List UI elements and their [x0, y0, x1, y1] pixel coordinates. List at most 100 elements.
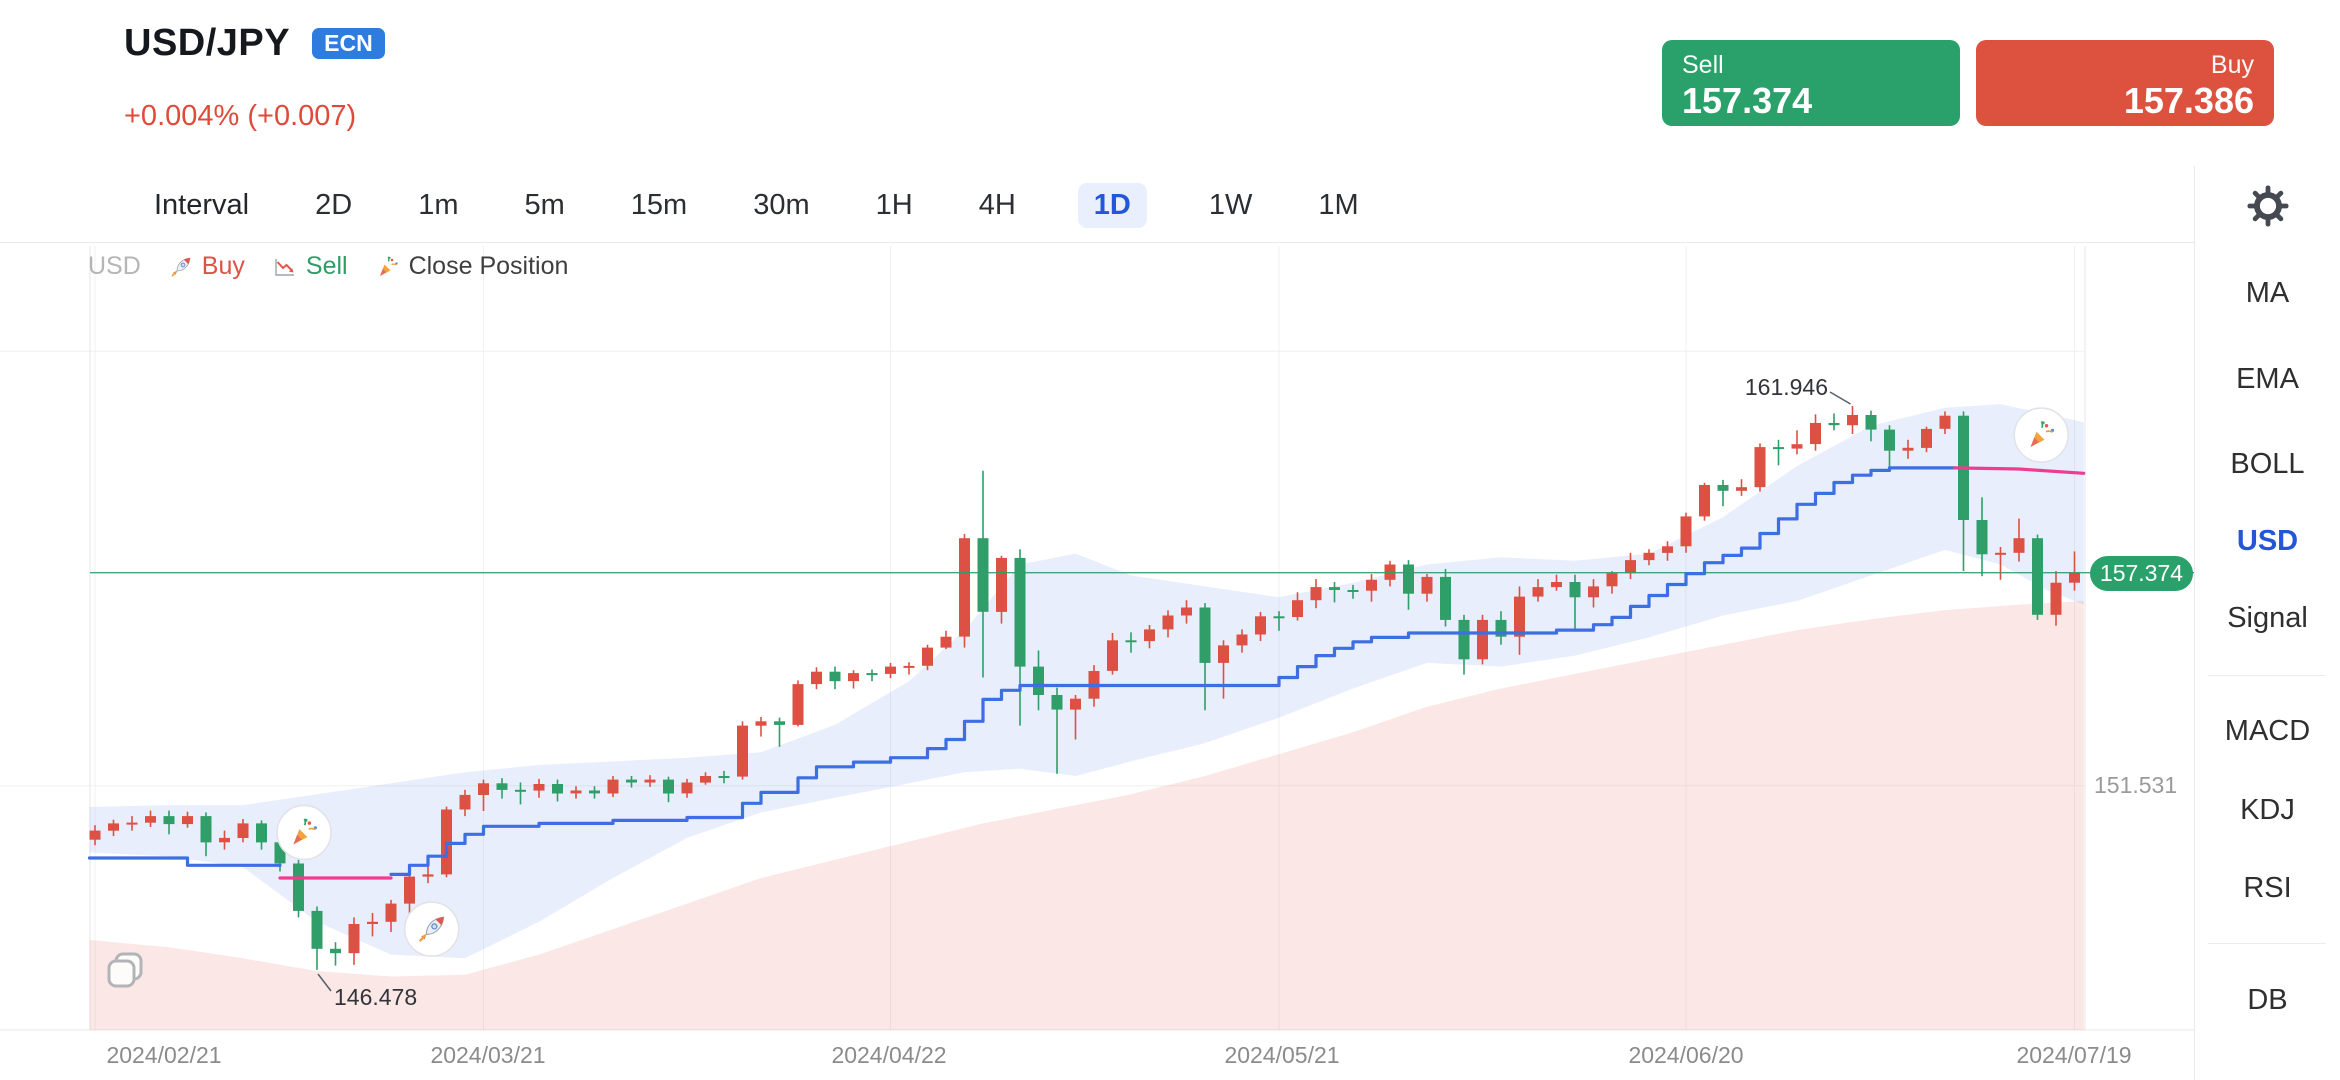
legend-sell-label: Sell — [305, 252, 348, 280]
legend-close-position-button[interactable]: Close Position — [376, 252, 569, 281]
current-price-tag: 157.374 — [2090, 556, 2193, 591]
candle-body — [1606, 573, 1618, 587]
trend-line-down — [1952, 466, 2086, 475]
candle-body — [2069, 572, 2080, 583]
candle-body — [1791, 444, 1803, 449]
candle-body — [959, 538, 970, 637]
interval-tabs: Interval 2D 1m 5m 15m 30m 1H 4H 1D 1W 1M — [0, 168, 2194, 243]
sidebar-item-usd[interactable]: USD — [2236, 525, 2299, 557]
candle-body — [1162, 615, 1174, 630]
candle-body — [1865, 415, 1877, 430]
sidebar-item-ema[interactable]: EMA — [2236, 363, 2299, 395]
sidebar-item-kdj[interactable]: KDJ — [2240, 794, 2295, 826]
tab-4h[interactable]: 4H — [978, 188, 1016, 221]
candle-body — [996, 557, 1007, 612]
tab-1w[interactable]: 1W — [1208, 188, 1253, 221]
sidebar-item-macd[interactable]: MACD — [2224, 715, 2311, 747]
x-axis-label: 2024/07/19 — [2016, 1042, 2132, 1068]
candle-body — [126, 822, 138, 825]
candle-body — [811, 671, 822, 685]
tab-1m[interactable]: 1M — [1318, 188, 1359, 221]
candle-body — [1532, 587, 1544, 597]
screenshot-button[interactable] — [103, 948, 147, 997]
party-popper-icon — [376, 255, 400, 279]
tab-1h[interactable]: 1H — [875, 188, 913, 221]
tab-1m[interactable]: 1m — [418, 188, 459, 221]
candle-body — [1884, 429, 1895, 451]
candle-body — [1144, 629, 1155, 642]
candle-body — [1995, 552, 2006, 555]
screenshot-icon — [107, 952, 143, 988]
candle-body — [1440, 576, 1451, 620]
candle-body — [737, 725, 748, 777]
candle-body — [792, 684, 804, 725]
candle-body — [1939, 415, 1951, 429]
candle-body — [1347, 590, 1359, 592]
x-axis-label: 2024/05/21 — [1224, 1042, 1340, 1068]
tab-2d[interactable]: 2D — [315, 188, 353, 221]
candle-body — [607, 779, 619, 794]
candle-body — [385, 903, 397, 922]
y-axis-label: 151.531 — [2094, 772, 2178, 798]
candle-body — [1218, 645, 1229, 663]
candle-body — [1569, 582, 1581, 598]
sidebar-item-ma[interactable]: MA — [2245, 277, 2290, 309]
candle-body — [1828, 423, 1840, 426]
candle-body — [182, 816, 193, 825]
candle-body — [1736, 487, 1747, 491]
buy-button[interactable]: Buy 157.386 — [1976, 40, 2274, 126]
ecn-badge: ECN — [312, 28, 385, 59]
tab-1d[interactable]: 1D — [1077, 182, 1147, 228]
candle-body — [1107, 640, 1118, 671]
sell-button[interactable]: Sell 157.374 — [1662, 40, 1960, 126]
legend-sell-button[interactable]: Sell — [273, 252, 348, 281]
settings-button[interactable] — [2246, 184, 2290, 233]
x-axis-label: 2024/06/20 — [1628, 1042, 1744, 1068]
candle-body — [219, 837, 230, 843]
candle-body — [1236, 634, 1248, 646]
candle-body — [1495, 619, 1507, 637]
sidebar-item-boll[interactable]: BOLL — [2230, 448, 2305, 480]
sidebar-divider — [2194, 166, 2195, 1080]
tab-30m[interactable]: 30m — [753, 188, 810, 221]
legend-buy-button[interactable]: Buy — [169, 252, 245, 281]
candle-body — [1125, 640, 1137, 643]
candle-body — [237, 823, 249, 838]
sell-price: 157.374 — [1682, 80, 1813, 121]
sidebar-item-signal[interactable]: Signal — [2227, 602, 2308, 634]
candle-body — [1033, 666, 1044, 695]
candle-body — [2013, 538, 2025, 553]
candle-body — [459, 794, 471, 810]
candle-body — [848, 673, 859, 682]
x-axis-label: 2024/02/21 — [106, 1042, 222, 1068]
sidebar-item-rsi[interactable]: RSI — [2243, 872, 2292, 904]
high-annotation: 161.946 — [1744, 374, 1828, 400]
candle-body — [1717, 485, 1729, 491]
candle-body — [774, 721, 785, 725]
trade-marker-party-popper[interactable] — [2013, 407, 2069, 463]
trend-line-up — [389, 466, 1956, 876]
candle-body — [1773, 447, 1784, 450]
tab-5m[interactable]: 5m — [524, 188, 565, 221]
candle-body — [1551, 582, 1562, 588]
high-annotation-line — [1829, 391, 1851, 405]
candle-body — [145, 816, 156, 823]
candle-body — [1070, 698, 1081, 710]
trade-marker-party-popper[interactable] — [276, 804, 332, 861]
candle-body — [1976, 520, 1988, 555]
candle-body — [293, 863, 304, 911]
candle-body — [1902, 447, 1914, 451]
buy-label: Buy — [2210, 51, 2254, 79]
tab-15m[interactable]: 15m — [630, 188, 688, 221]
legend-close-label: Close Position — [408, 252, 569, 280]
candle-body — [1403, 564, 1414, 594]
sidebar-item-db[interactable]: DB — [2247, 984, 2288, 1016]
candle-body — [1477, 619, 1488, 660]
candle-body — [755, 721, 767, 726]
candle-body — [200, 816, 212, 843]
gear-icon — [2247, 185, 2289, 227]
sell-label: Sell — [1682, 51, 1724, 79]
candle-body — [1014, 557, 1026, 667]
trade-marker-rocket[interactable] — [403, 901, 460, 957]
